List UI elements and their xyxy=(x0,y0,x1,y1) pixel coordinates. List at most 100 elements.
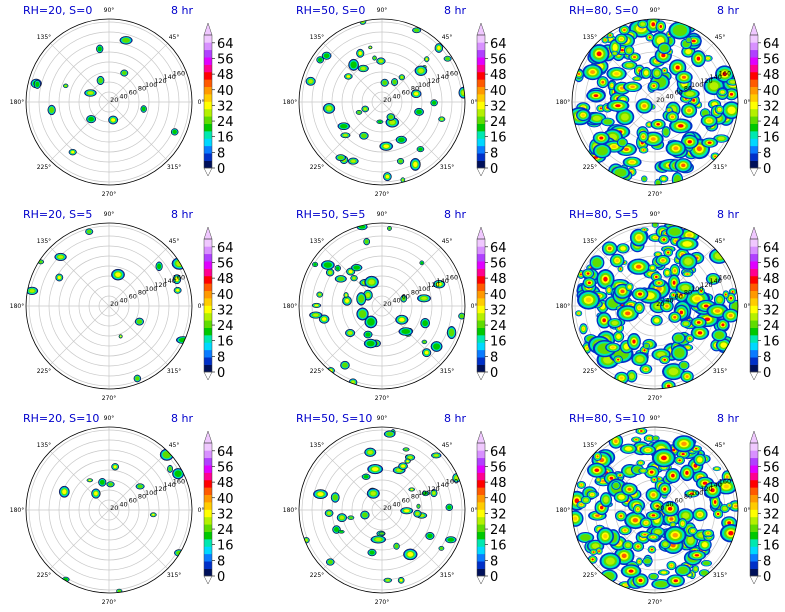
echo-cell xyxy=(408,456,412,459)
echo-cell xyxy=(309,80,312,83)
echo-cell xyxy=(455,476,458,480)
colorbar-segment xyxy=(750,268,758,277)
colorbar-segment xyxy=(750,160,758,169)
colorbar-tick-label: 56 xyxy=(490,52,507,67)
colorbar-segment xyxy=(204,450,212,459)
angle-tick-label: 135° xyxy=(310,238,324,245)
angle-tick-label: 315° xyxy=(440,572,454,579)
colorbar-segment xyxy=(204,275,212,284)
echo-cell xyxy=(641,470,645,472)
echo-cell xyxy=(703,304,709,308)
colorbar-segment xyxy=(204,320,212,328)
colorbar-tick-label: 0 xyxy=(217,366,225,381)
echo-cell xyxy=(649,470,654,474)
echo-cell xyxy=(426,58,428,60)
echo-cell-outline xyxy=(55,273,64,282)
polar-outline xyxy=(298,426,466,594)
echo-cell xyxy=(410,489,413,490)
angular-gridline xyxy=(381,43,441,103)
echo-cell xyxy=(36,83,39,86)
echo-cell-outline xyxy=(419,260,425,266)
echo-cell xyxy=(406,460,409,462)
echo-cell xyxy=(628,569,634,573)
echo-cell xyxy=(635,78,639,80)
echo-cell xyxy=(424,321,427,325)
colorbar-tick-label: 8 xyxy=(763,554,771,569)
echo-cell xyxy=(619,37,623,41)
colorbar-tick-label: 64 xyxy=(490,241,507,256)
echo-cell xyxy=(686,273,689,275)
colorbar-tick-label: 16 xyxy=(490,131,507,146)
echo-cell xyxy=(383,81,386,84)
echo-cell-outline xyxy=(108,115,119,125)
echo-cell xyxy=(729,108,734,113)
radial-tick-label: 160 xyxy=(446,477,458,485)
colorbar-segment xyxy=(750,516,758,525)
echo-cell-outline xyxy=(172,274,182,285)
radial-tick-label: 100 xyxy=(145,489,157,497)
echo-cell xyxy=(109,483,112,485)
colorbar-tick-label: 64 xyxy=(217,445,234,460)
echo-cell xyxy=(656,122,660,126)
colorbar-segment xyxy=(477,450,485,459)
echo-cell xyxy=(621,141,624,144)
angular-gridline xyxy=(108,43,168,103)
echo-cell-outline xyxy=(370,535,387,544)
echo-cell xyxy=(610,84,613,87)
echo-cell xyxy=(460,315,463,317)
colorbar-segment xyxy=(204,64,212,73)
echo-cell-outline xyxy=(364,275,379,289)
echo-cell xyxy=(626,544,630,547)
angular-gridline xyxy=(381,509,441,569)
colorbar-segment xyxy=(750,253,758,262)
echo-cell xyxy=(618,326,621,329)
echo-cell xyxy=(58,276,61,279)
echo-cell xyxy=(630,85,635,89)
echo-cell xyxy=(414,92,418,95)
echo-cell-outline xyxy=(425,531,435,540)
radial-tick-label: 120 xyxy=(700,281,712,289)
echo-cell xyxy=(715,468,718,470)
colorbar-segment xyxy=(204,342,212,351)
colorbar-extend-max xyxy=(476,226,486,240)
colorbar-segment xyxy=(750,509,758,518)
echo-cell-outline xyxy=(361,473,371,480)
radial-tick-label: 40 xyxy=(392,92,400,100)
colorbar-tick-label: 32 xyxy=(217,303,234,318)
echo-cell xyxy=(322,318,326,321)
echo-cell xyxy=(142,108,145,110)
echo-cell-outline xyxy=(367,548,377,557)
echo-cell-outline xyxy=(133,374,142,383)
angle-tick-label: 135° xyxy=(583,34,597,41)
echo-cell-outline xyxy=(396,157,405,165)
echo-cell-outline xyxy=(379,141,394,151)
echo-cell xyxy=(734,304,738,309)
colorbar-segment xyxy=(204,312,212,321)
echo-cell xyxy=(635,264,642,269)
echo-cell-outline xyxy=(86,478,94,483)
echo-cell xyxy=(696,56,701,61)
colorbar-segment xyxy=(477,101,485,110)
colorbar-tick-label: 16 xyxy=(217,539,234,554)
colorbar-segment xyxy=(477,327,485,336)
echo-cell xyxy=(587,281,591,285)
radial-tick-label: 100 xyxy=(691,489,703,497)
echo-cell xyxy=(643,178,646,180)
echo-cell xyxy=(101,481,104,484)
colorbar-segment xyxy=(477,364,485,373)
echo-cell-outline xyxy=(167,464,174,473)
angle-tick-label: 0° xyxy=(471,303,478,310)
echo-cell-outline xyxy=(134,317,144,326)
colorbar-tick-label: 56 xyxy=(763,460,780,475)
echo-cell-outline xyxy=(430,489,438,498)
echo-cell xyxy=(663,358,667,361)
colorbar-segment xyxy=(204,49,212,58)
echo-cell xyxy=(681,163,686,168)
echo-cell xyxy=(363,514,366,517)
echo-cell xyxy=(646,293,653,298)
echo-cell xyxy=(139,485,142,488)
echo-cell xyxy=(318,493,323,496)
colorbar-segment xyxy=(477,239,485,247)
echo-cell xyxy=(574,498,580,504)
